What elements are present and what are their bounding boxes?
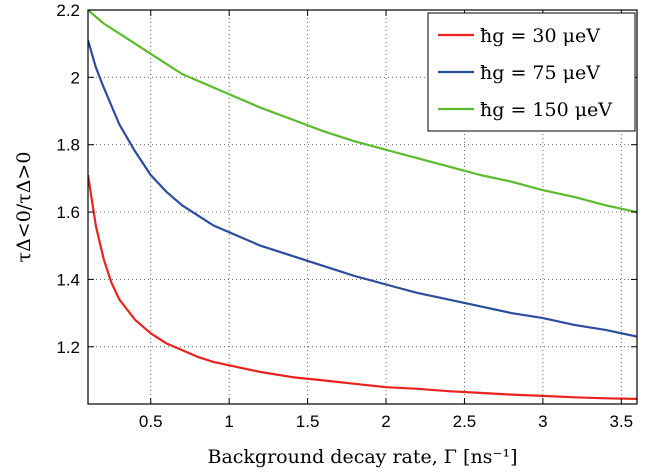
y-axis-label: τΔ<0/τΔ>0 bbox=[13, 152, 35, 263]
axis-ticks: 0.5 1 1.5 2 2.5 3 3.5 1.2 1.4 1.6 1.8 2 2.2 bbox=[56, 1, 637, 431]
y-tick-label: 1.4 bbox=[56, 270, 80, 289]
grid-lines bbox=[88, 9, 637, 404]
x-tick-label: 1.5 bbox=[296, 412, 320, 431]
x-tick-label: 3 bbox=[538, 412, 547, 431]
y-tick-label: 2 bbox=[71, 68, 80, 87]
series-line-3 bbox=[88, 10, 637, 214]
y-tick-label: 2.2 bbox=[56, 1, 80, 20]
series-line-2 bbox=[88, 39, 637, 338]
legend-label: ħg = 150 μeV bbox=[480, 99, 612, 121]
y-tick-label: 1.2 bbox=[56, 338, 80, 357]
legend-label: ħg = 75 μeV bbox=[480, 62, 600, 84]
x-tick-label: 0.5 bbox=[139, 412, 163, 431]
y-tick-label: 1.8 bbox=[56, 136, 80, 155]
x-tick-label: 2.5 bbox=[453, 412, 477, 431]
plot-frame bbox=[87, 9, 638, 405]
legend-label: ħg = 30 μeV bbox=[480, 25, 600, 47]
x-axis-label: Background decay rate, Γ [ns⁻¹] bbox=[207, 446, 517, 468]
x-tick-label: 1 bbox=[224, 412, 233, 431]
legend: ħg = 30 μeV ħg = 75 μeV ħg = 150 μeV bbox=[427, 12, 636, 132]
x-tick-label: 3.5 bbox=[609, 412, 633, 431]
series-lines bbox=[88, 10, 637, 400]
series-line-1 bbox=[88, 174, 637, 400]
y-tick-label: 1.6 bbox=[56, 203, 80, 222]
x-tick-label: 2 bbox=[381, 412, 390, 431]
